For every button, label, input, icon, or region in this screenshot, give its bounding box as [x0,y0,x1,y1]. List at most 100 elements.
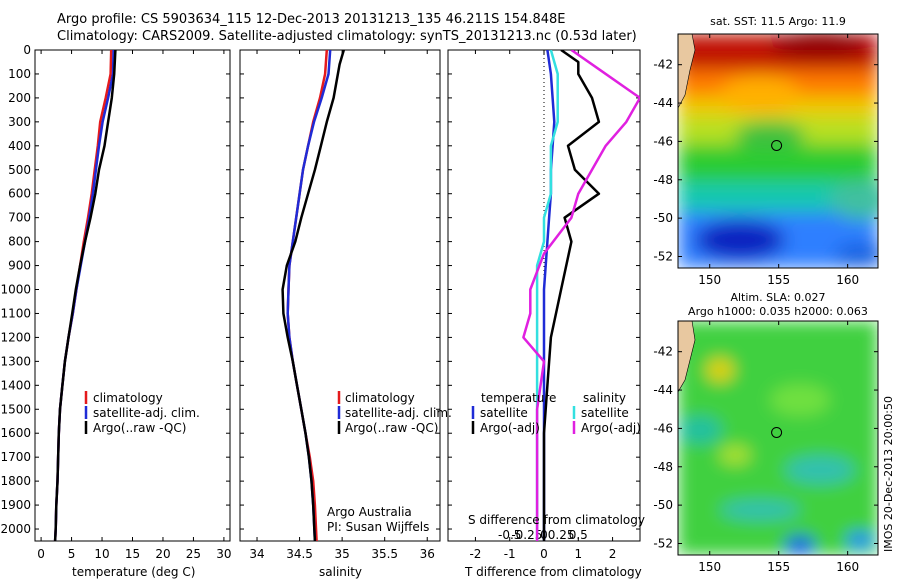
profile-title: Argo profile: CS 5903634_115 12-Dec-2013… [57,12,566,27]
x-tick-label: 1 [574,547,582,561]
map-x-tick-label: 155 [767,273,790,287]
x-tick-label: 5 [68,547,76,561]
x-tick-label-s: 0.5 [569,528,588,542]
sla-argo-marker [771,426,783,438]
map-y-tick-label: -44 [653,96,673,110]
temperature-legend: climatology satellite-adj. clim. Argo(..… [84,391,200,435]
map-y-tick-label: -50 [653,498,673,512]
legend-label-s-satellite: satellite [581,406,629,420]
x-tick-label: 2 [609,547,617,561]
x-tick-label: 0 [37,547,45,561]
salinity-xlabel: salinity [319,565,362,579]
x-tick-label-s: -0.25 [511,528,542,542]
imos-timestamp: IMOS 20-Dec-2013 20:00:50 [882,396,895,552]
x-tick-label: 30 [216,547,231,561]
temperature-plot-frame [34,49,231,542]
series-line-satellite-adj-clim- [53,50,115,541]
y-tick-label: 0 [23,43,31,57]
map-y-tick-label: -42 [653,58,673,72]
map-y-tick-label: -50 [653,211,673,225]
map-y-tick-label: -46 [653,134,673,148]
y-tick-label: 200 [8,91,31,105]
map-x-tick-label: 160 [836,273,859,287]
map-x-tick-label: 150 [698,560,721,574]
x-tick-label-s: -0.5 [498,528,521,542]
y-tick-label: 1700 [0,450,31,464]
y-tick-label: 700 [8,211,31,225]
map-x-tick-label: 160 [836,560,859,574]
map-x-tick-label: 155 [767,560,790,574]
map-y-tick-label: -52 [653,249,673,263]
legend-label-t-satellite: satellite [480,406,528,420]
legend-label-t-argo: Argo(-adj) [480,421,540,435]
y-tick-label: 1900 [0,498,31,512]
sst-map-frame [677,33,879,269]
difference-t-xlabel: T difference from climatology [464,565,642,579]
y-tick-label: 400 [8,139,31,153]
y-tick-label: 500 [8,163,31,177]
x-tick-label: 10 [94,547,109,561]
series-line-temperature-satellite [542,50,556,541]
salinity-legend: climatology satellite-adj. clim. Argo(..… [337,391,452,435]
temperature-xlabel: temperature (deg C) [72,565,195,579]
sst-argo-marker [771,139,783,151]
x-tick-label: 20 [155,547,170,561]
y-tick-label: 300 [8,115,31,129]
difference-s-xlabel: S difference from climatology [468,513,645,527]
sla-map [678,321,878,555]
series-line-climatology [286,50,329,541]
x-tick-label: 36 [420,547,435,561]
sla-map-subtitle: Argo h1000: 0.035 h2000: 0.063 [688,305,868,318]
y-tick-label: 900 [8,259,31,273]
sla-map-frame [677,320,879,556]
y-tick-label: 1400 [0,378,31,392]
x-tick-label: 15 [125,547,140,561]
x-tick-label: 34 [249,547,264,561]
credit-pi: PI: Susan Wijffels [327,520,429,534]
series-line-argo-raw-qc- [281,50,345,541]
sst-map [678,34,878,268]
y-tick-label: 1000 [0,283,31,297]
y-tick-label: 1300 [0,354,31,368]
y-tick-label: 1100 [0,306,31,320]
x-tick-label: 25 [186,547,201,561]
map-y-tick-label: -48 [653,173,673,187]
legend-heading-salinity: salinity [583,391,626,405]
x-tick-label: 35 [334,547,349,561]
legend-label-satellite: satellite-adj. clim. [345,406,452,420]
map-y-tick-label: -52 [653,536,673,550]
y-tick-label: 1800 [0,474,31,488]
x-tick-label-s: 0.25 [548,528,575,542]
y-tick-label: 800 [8,235,31,249]
series-line-temperature-argo-adj- [542,50,601,541]
map-x-tick-label: 150 [698,273,721,287]
legend-label-climatology: climatology [345,391,415,405]
climatology-subtitle: Climatology: CARS2009. Satellite-adjuste… [57,29,637,44]
series-line-argo-raw-qc- [53,50,117,541]
x-tick-label: 34.5 [286,547,313,561]
legend-label-climatology: climatology [93,391,163,405]
y-tick-label: 100 [8,67,31,81]
legend-heading-temperature: temperature [481,391,556,405]
legend-label-satellite: satellite-adj. clim. [93,406,200,420]
y-tick-label: 600 [8,187,31,201]
y-tick-label: 1600 [0,426,31,440]
legend-label-s-argo: Argo(-adj) [581,421,641,435]
legend-label-argo: Argo(..raw -QC) [345,421,438,435]
x-tick-label: -2 [469,547,481,561]
map-y-tick-label: -48 [653,460,673,474]
map-y-tick-label: -42 [653,345,673,359]
x-tick-label: -1 [504,547,516,561]
series-line-salinity-argo-adj- [522,50,640,541]
difference-legend: temperature salinity satellite Argo(-adj… [471,391,641,435]
credit-argo-australia: Argo Australia [327,505,412,519]
sla-map-title: Altim. SLA: 0.027 [730,291,825,304]
map-y-tick-label: -44 [653,383,673,397]
x-tick-label: 0 [540,547,548,561]
y-tick-label: 2000 [0,522,31,536]
map-y-tick-label: -46 [653,421,673,435]
x-tick-label: 35.5 [371,547,398,561]
y-tick-label: 1500 [0,402,31,416]
sst-map-title: sat. SST: 11.5 Argo: 11.9 [710,15,846,28]
